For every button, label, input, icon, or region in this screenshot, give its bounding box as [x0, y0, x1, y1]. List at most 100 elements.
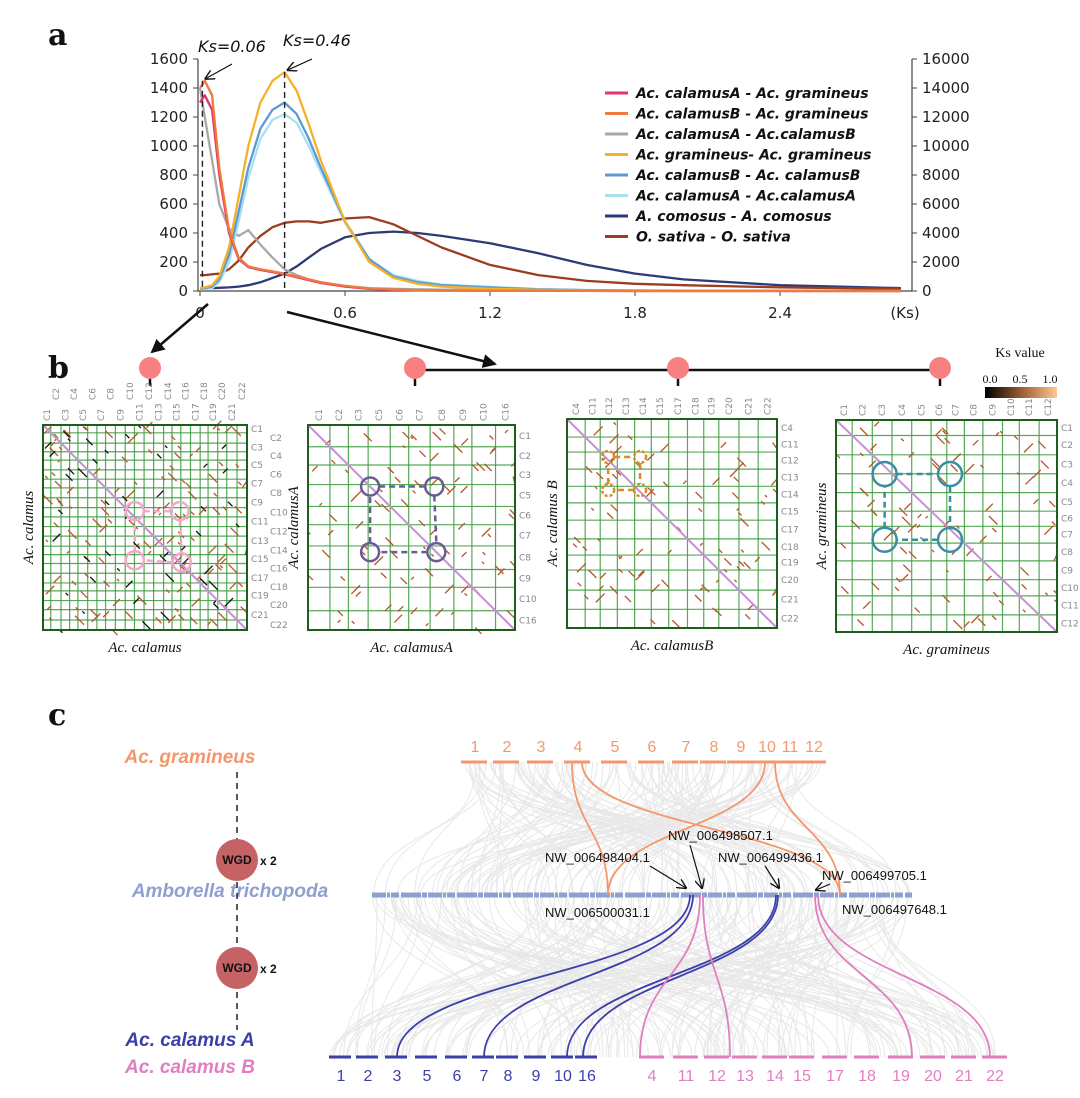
synteny-dot [380, 572, 387, 579]
event-node [139, 357, 161, 379]
chromosome-number: 10 [554, 1068, 572, 1085]
chromosome-label-right: C7 [519, 531, 531, 541]
chromosome-label-top: C4 [70, 388, 80, 400]
y-tick-label: 1600 [150, 50, 188, 68]
chromosome-label-right: C14 [270, 546, 288, 556]
chromosome-label-right: C7 [1061, 531, 1073, 541]
synteny-dot [207, 568, 214, 575]
y2-tick-label: 0 [922, 282, 932, 300]
synteny-dot [381, 503, 390, 513]
synteny-dot [132, 597, 140, 605]
synteny-dot [402, 445, 406, 449]
synteny-link [400, 894, 671, 1058]
highlight-link-gramineus [607, 761, 766, 896]
y2-tick-label: 6000 [922, 195, 960, 213]
synteny-dot [222, 468, 229, 474]
synteny-dot [50, 441, 56, 447]
chromosome-label-right: C15 [781, 508, 799, 518]
synteny-link [526, 894, 610, 1058]
synteny-dot [425, 622, 429, 627]
chromosome-label-top: C7 [97, 409, 107, 421]
synteny-dot [213, 600, 217, 604]
highlight-link-gramineus [581, 761, 841, 896]
synteny-dot [174, 607, 179, 613]
synteny-dot [743, 561, 751, 570]
synteny-link [373, 894, 423, 1058]
synteny-dot [45, 539, 49, 543]
chromosome-label-top: C2 [858, 404, 868, 416]
chromosome-number: 3 [537, 739, 546, 756]
synteny-link [418, 894, 583, 1058]
synteny-link [718, 894, 816, 1058]
chromosome-label-right: C5 [1061, 498, 1073, 508]
synteny-dot [159, 554, 167, 562]
y-axis-label: Ac. gramineus [814, 483, 830, 571]
synteny-dot [92, 458, 98, 464]
chromosome-label-right: C11 [781, 441, 799, 451]
chromosome-label-right: C7 [251, 480, 263, 490]
chromosome-label-right: C19 [781, 559, 799, 569]
synteny-link [441, 894, 783, 1058]
chromosome-label-top: C14 [639, 397, 649, 415]
synteny-dot [667, 549, 672, 555]
plot-frame [566, 418, 778, 629]
synteny-link [354, 894, 543, 1058]
wgd-event-node [216, 839, 258, 881]
synteny-dot [573, 536, 581, 544]
synteny-link [499, 761, 644, 896]
synteny-dot [418, 519, 426, 527]
synteny-dot [147, 449, 153, 454]
synteny-dot [1013, 435, 1019, 440]
synteny-link [560, 894, 604, 1058]
synteny-dot [402, 431, 410, 440]
synteny-link [436, 761, 548, 896]
chromosome-number: 11 [782, 739, 799, 756]
synteny-link [678, 894, 898, 1058]
chromosome-label-right: C2 [519, 452, 531, 462]
ks-legend-title: Ks value [995, 346, 1044, 361]
synteny-dot [208, 545, 218, 555]
synteny-dot [934, 428, 943, 437]
synteny-dot [599, 572, 607, 580]
synteny-link [407, 894, 509, 1058]
wgd-event-node [216, 947, 258, 989]
chromosome-label-top: C14 [164, 382, 174, 400]
ks-colorbar [985, 387, 1057, 398]
synteny-dot [588, 569, 597, 579]
chromosome-label-right: C21 [781, 596, 799, 606]
chromosome-label-right: C20 [270, 601, 288, 611]
scaffold-label: NW_006497648.1 [842, 902, 947, 917]
synteny-link [386, 894, 442, 1058]
synteny-link [409, 894, 567, 1058]
synteny-link [610, 894, 743, 1058]
synteny-dot [363, 433, 373, 442]
synteny-dot [114, 487, 120, 494]
synteny-dot [659, 443, 670, 453]
chromosome-label-top: C12 [605, 397, 615, 415]
species-label-calamus-b: Ac. calamus B [124, 1057, 255, 1078]
chromosome-label-right: C4 [270, 452, 282, 462]
chromosome-number: 22 [986, 1068, 1004, 1085]
synteny-link [472, 761, 818, 896]
panel-b-label: b [48, 351, 69, 386]
synteny-dot [883, 531, 893, 541]
y-tick-label: 1400 [150, 79, 188, 97]
synteny-dot [410, 607, 418, 615]
synteny-link [699, 761, 773, 896]
synteny-dot [125, 489, 136, 499]
synteny-dot [394, 476, 401, 483]
synteny-link [332, 894, 744, 1058]
synteny-link [366, 894, 539, 1058]
synteny-dot [1040, 460, 1050, 469]
chromosome-number: 8 [504, 1068, 513, 1085]
chromosome-number: 8 [710, 739, 719, 756]
chromosome-label-right: C12 [270, 527, 288, 537]
synteny-dot [991, 615, 997, 621]
synteny-dot [1048, 500, 1056, 508]
synteny-dot [67, 529, 77, 540]
synteny-dot [481, 527, 491, 537]
wgd-square [606, 455, 642, 492]
synteny-dot [124, 433, 130, 439]
legend-label: Ac. gramineus- Ac. gramineus [635, 148, 872, 164]
chromosome-label-right: C2 [270, 434, 282, 444]
